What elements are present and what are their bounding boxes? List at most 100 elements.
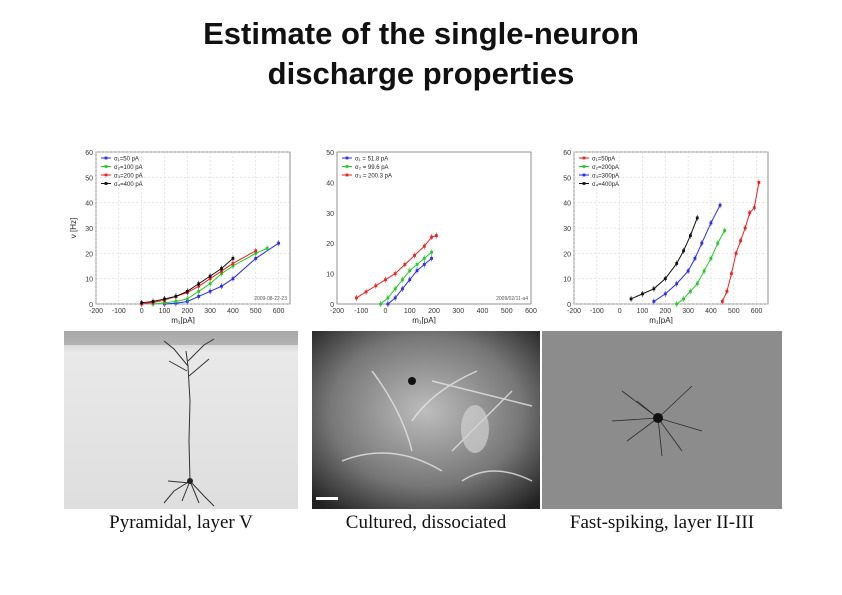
y-tick-label: 60 [563, 150, 571, 157]
y-tick-label: 10 [563, 277, 571, 284]
data-point [709, 257, 713, 260]
x-tick-label: 200 [181, 308, 193, 315]
data-point [422, 244, 426, 248]
y-tick-label: 50 [563, 175, 571, 182]
plot-area [336, 151, 532, 305]
y-tick-label: 40 [326, 180, 334, 187]
legend-label: σ₄=400pA [592, 182, 619, 188]
x-tick-label: -200 [330, 308, 344, 315]
data-point [702, 269, 706, 273]
data-point [652, 287, 656, 291]
data-point [401, 278, 404, 282]
title-line-2: discharge properties [267, 56, 575, 91]
data-point [723, 229, 727, 232]
x-tick-label: 300 [682, 308, 694, 315]
x-tick-label: 100 [404, 308, 416, 315]
data-point [408, 269, 412, 272]
data-point [174, 300, 178, 303]
legend-marker [104, 156, 108, 160]
data-point [413, 253, 416, 257]
y-tick-label: 30 [326, 211, 334, 218]
data-point [422, 257, 426, 260]
caption-cultured: Cultured, dissociated [345, 512, 507, 533]
x-tick-label: 400 [227, 308, 239, 315]
x-tick-label: 200 [659, 308, 671, 315]
y-tick-label: 0 [89, 302, 93, 309]
data-point [757, 181, 761, 184]
y-tick-label: 0 [330, 302, 334, 309]
photo-cultured-neuron [312, 331, 540, 509]
x-tick-label: 0 [140, 308, 144, 315]
legend-label: σ₃=300pA [592, 173, 619, 179]
legend-label: σ₁ = 51.8 pA [355, 156, 388, 162]
data-point [151, 300, 155, 303]
chart-annotation: 2009-08-22-23 [254, 296, 287, 302]
data-point [231, 277, 235, 281]
y-axis-label: ν [Hz] [69, 218, 78, 238]
data-point [752, 206, 756, 210]
chart-pyramidal-svg: 0 10 20 30 40 50 60 -200 -100 0 100 200 300 400 500 600… [69, 150, 291, 324]
data-point [725, 289, 729, 293]
legend-label: σ₂ = 99.6 pA [355, 165, 389, 171]
chart-fast-spiking-svg: 0 10 20 30 40 50 60 -200 -100 0 100 200 300 400 500 600… [563, 150, 769, 324]
x-axis-label: m₁[pA] [649, 316, 673, 324]
data-point [739, 239, 743, 243]
y-tick-label: 20 [85, 251, 93, 258]
legend-marker [104, 182, 108, 185]
x-tick-label: 400 [477, 308, 489, 315]
data-point [663, 292, 667, 296]
legend-label: σ₂=200pA [592, 165, 619, 171]
data-point [743, 226, 747, 230]
data-point [208, 289, 212, 293]
title-line-1: Estimate of the single-neuron [203, 16, 639, 51]
data-point [379, 302, 383, 306]
y-tick-label: 0 [567, 302, 571, 309]
data-point [430, 257, 433, 260]
data-point [689, 289, 692, 293]
x-tick-label: -100 [112, 308, 126, 315]
data-point [720, 300, 724, 303]
y-tick-label: 10 [326, 272, 334, 279]
y-tick-label: 50 [85, 175, 93, 182]
x-tick-label: 600 [751, 308, 763, 315]
data-point [430, 235, 433, 239]
y-tick-label: 30 [563, 226, 571, 233]
data-point [718, 203, 722, 207]
data-point [430, 250, 433, 254]
data-point [386, 302, 390, 306]
y-tick-label: 30 [85, 226, 93, 233]
x-tick-label: 0 [618, 308, 622, 315]
data-point [641, 292, 644, 296]
series-line [653, 204, 721, 302]
data-point [220, 267, 223, 270]
data-point [364, 290, 368, 294]
caption-pyramidal: Pyramidal, layer V [109, 512, 253, 533]
data-point [401, 287, 404, 291]
legend-marker [582, 173, 586, 177]
slide-title: Estimate of the single-neuron discharge … [0, 14, 842, 94]
y-tick-label: 10 [85, 277, 93, 284]
data-point [730, 272, 733, 275]
x-tick-label: 100 [159, 308, 171, 315]
data-point [748, 211, 752, 215]
x-tick-label: -200 [89, 308, 103, 315]
data-point [393, 272, 397, 275]
data-point [386, 296, 390, 300]
y-tick-label: 40 [563, 201, 571, 208]
data-point [254, 257, 258, 260]
data-point [393, 287, 397, 291]
legend-label: σ₁=50pA [592, 156, 615, 162]
data-point [403, 263, 407, 266]
data-point [734, 251, 738, 255]
legend-marker [104, 165, 108, 168]
data-point [435, 234, 438, 237]
legend-marker [345, 156, 349, 160]
series-line [356, 235, 437, 299]
data-point [393, 296, 397, 300]
x-tick-label: 300 [204, 308, 216, 315]
data-point [695, 216, 699, 220]
x-tick-label: 500 [501, 308, 513, 315]
data-point [220, 284, 223, 288]
legend-label: σ₁=50 pA [114, 156, 139, 162]
photo-pyramidal-neuron [64, 331, 298, 509]
